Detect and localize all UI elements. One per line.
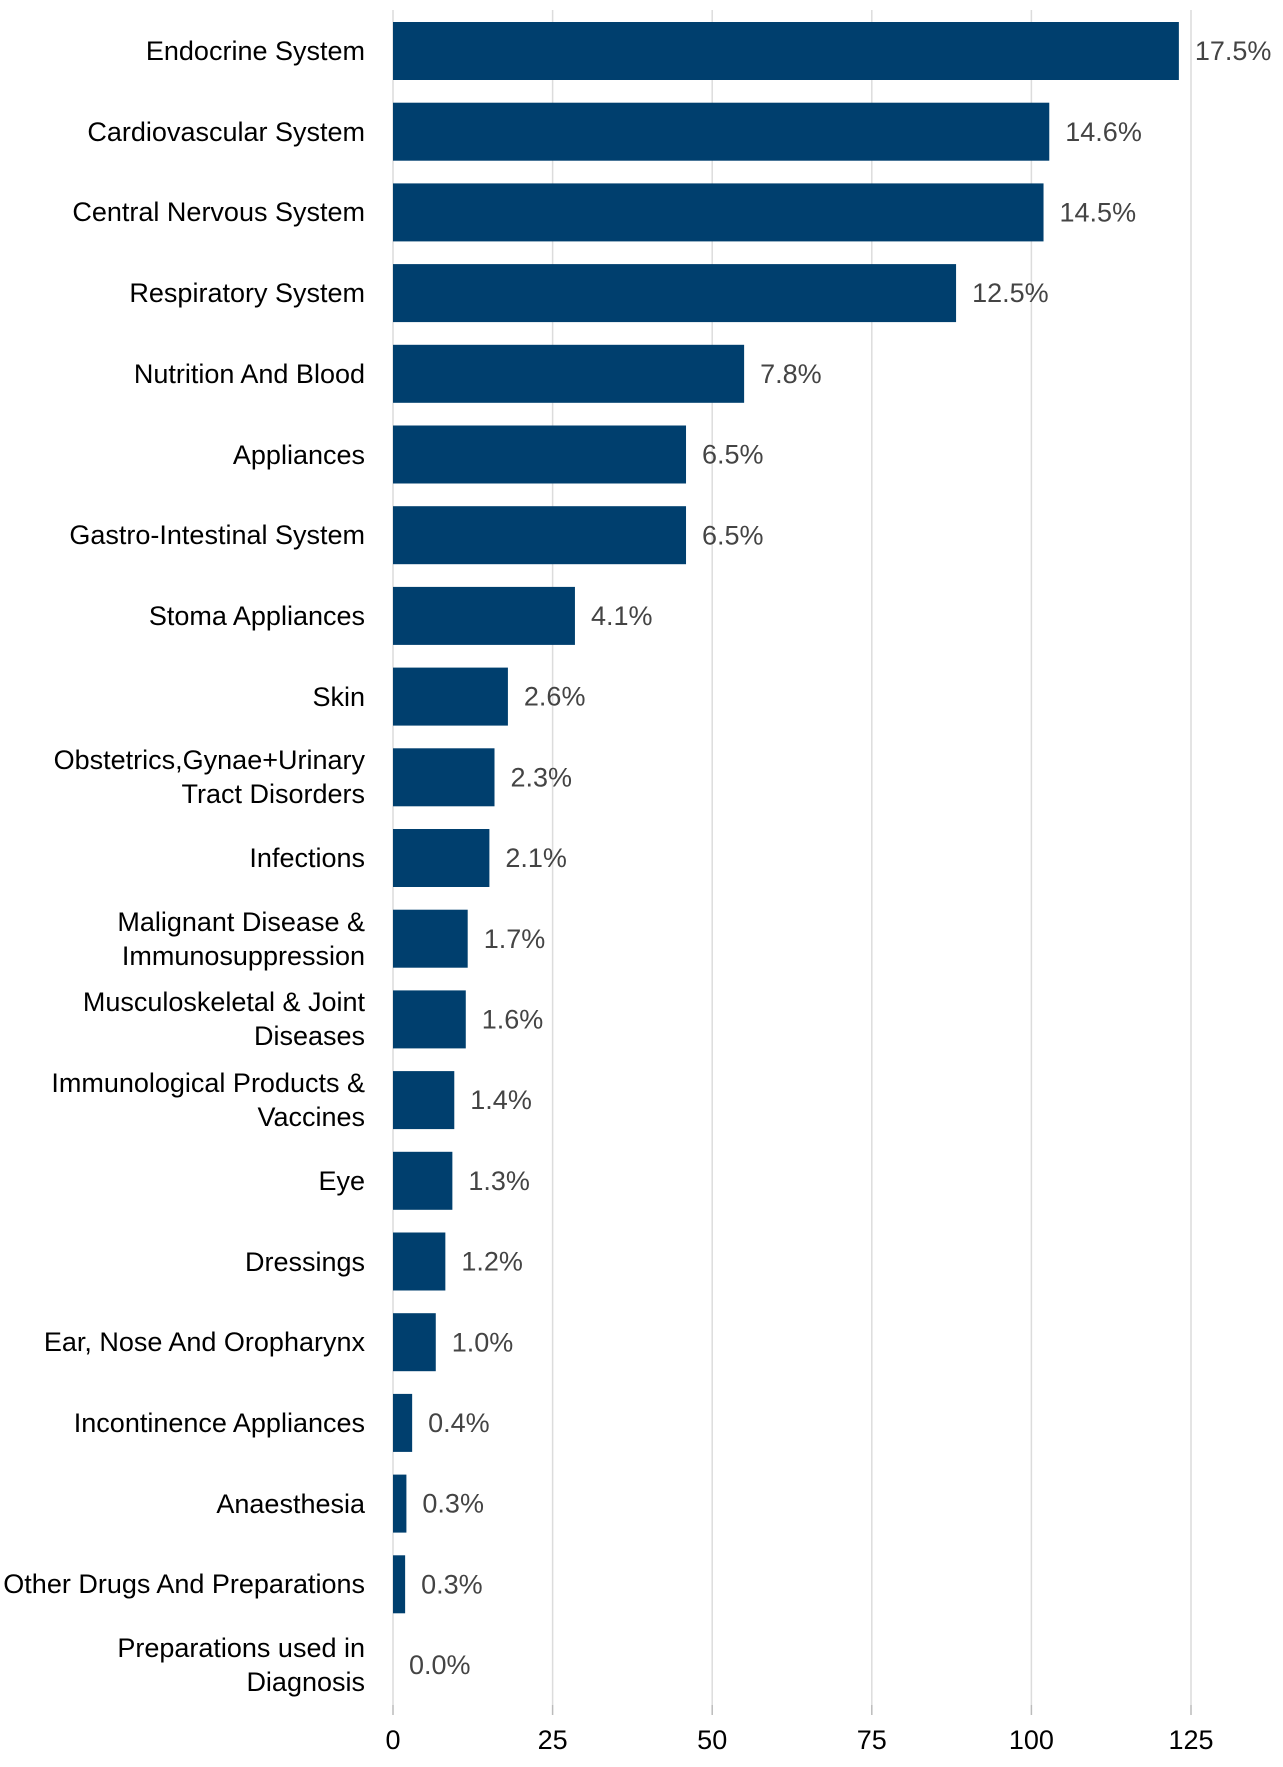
value-label: 0.3% [421, 1569, 483, 1599]
value-label: 0.3% [422, 1489, 484, 1519]
y-tick-label: Obstetrics,Gynae+Urinary Tract Disorders [53, 745, 365, 810]
value-label: 6.5% [702, 520, 764, 550]
y-tick-label: Respiratory System [129, 278, 365, 309]
bar [393, 990, 466, 1049]
value-label: 2.1% [505, 843, 567, 873]
bar [393, 102, 1050, 161]
y-tick-label: Nutrition And Blood [133, 358, 365, 389]
y-tick-label: Skin [312, 681, 365, 712]
bar [393, 264, 957, 323]
value-label: 1.2% [461, 1247, 523, 1277]
y-tick-label: Other Drugs And Preparations [3, 1569, 365, 1600]
bar [393, 1071, 455, 1130]
value-label: 1.6% [482, 1005, 544, 1035]
bar [393, 22, 1179, 80]
value-label: 1.0% [452, 1327, 514, 1357]
y-tick-label: Ear, Nose And Oropharynx [43, 1327, 365, 1358]
y-tick-label: Anaesthesia [216, 1488, 365, 1519]
y-tick-label: Dressings [244, 1246, 365, 1277]
value-label: 4.1% [591, 601, 653, 631]
value-label: 14.5% [1060, 198, 1137, 228]
value-label: 0.0% [409, 1650, 471, 1680]
bar [393, 909, 468, 968]
bar [393, 1151, 453, 1210]
bar [393, 829, 490, 887]
y-tick-label: Cardiovascular System [87, 116, 365, 147]
value-label: 6.5% [702, 440, 764, 470]
y-tick-label: Musculoskeletal & Joint Diseases [82, 987, 365, 1052]
y-tick-label: Eye [318, 1165, 365, 1196]
value-label: 1.4% [470, 1085, 532, 1115]
y-tick-label: Incontinence Appliances [73, 1407, 365, 1438]
bar [393, 1313, 436, 1372]
y-tick-label: Immunological Products & Vaccines [51, 1068, 365, 1133]
x-tick-label: 0 [385, 1725, 400, 1755]
bar [393, 748, 495, 807]
x-tick-label: 75 [857, 1725, 887, 1755]
value-label: 2.3% [511, 762, 573, 792]
y-tick-label: Malignant Disease & Immunosuppression [117, 906, 365, 971]
bar [393, 344, 745, 403]
bar [393, 506, 687, 565]
y-tick-label: Stoma Appliances [148, 600, 365, 631]
value-label: 17.5% [1195, 36, 1272, 66]
bar [393, 667, 508, 726]
bar [393, 1393, 413, 1452]
bar [393, 183, 1044, 242]
y-tick-label: Infections [249, 843, 365, 873]
value-label: 14.6% [1065, 117, 1142, 147]
value-label: 0.4% [428, 1408, 490, 1438]
value-label: 12.5% [972, 278, 1049, 308]
bar [393, 1555, 406, 1614]
bar [393, 1232, 446, 1291]
x-tick-label: 50 [697, 1725, 727, 1755]
y-tick-label: Central Nervous System [72, 197, 365, 228]
value-label: 7.8% [760, 359, 822, 389]
value-label: 1.7% [484, 924, 546, 954]
y-tick-label: Gastro-Intestinal System [69, 520, 365, 551]
bar [393, 586, 575, 645]
bar [393, 1474, 407, 1533]
x-tick-label: 125 [1168, 1725, 1213, 1755]
y-tick-label: Preparations used in Diagnosis [117, 1633, 365, 1697]
x-tick-label: 100 [1009, 1725, 1054, 1755]
value-label: 1.3% [468, 1166, 530, 1196]
value-label: 2.6% [524, 682, 586, 712]
y-tick-label: Endocrine System [145, 36, 365, 66]
bar [393, 425, 687, 484]
y-tick-label: Appliances [232, 439, 365, 470]
x-tick-label: 25 [538, 1725, 568, 1755]
